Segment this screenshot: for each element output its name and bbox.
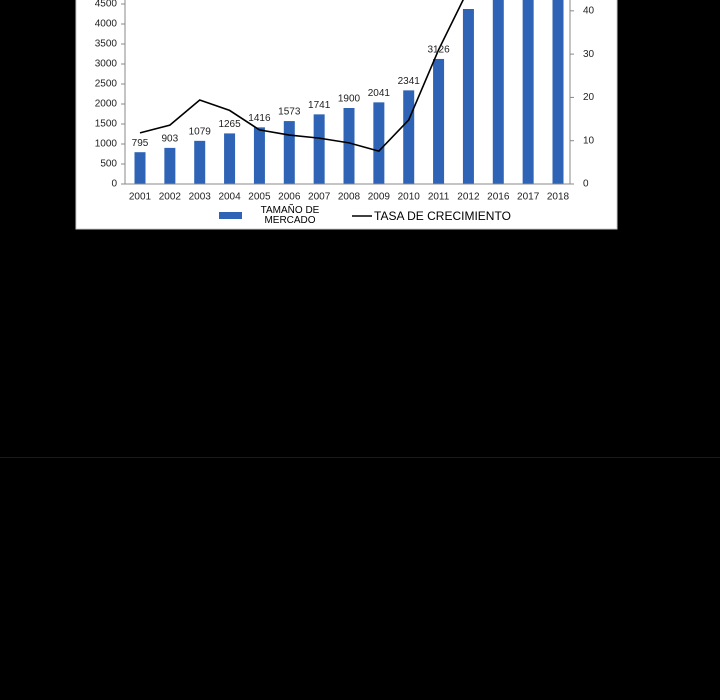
data-label: 2341 (398, 76, 421, 87)
x-tick-label: 2016 (487, 192, 510, 203)
data-label: 3126 (427, 45, 450, 56)
x-tick-label: 2012 (457, 192, 480, 203)
legend-line-label: TASA DE CRECIMIENTO (374, 209, 511, 223)
y-tick-label: 4500 (95, 0, 118, 10)
y-tick-label: 2000 (95, 99, 118, 110)
bar (552, 0, 564, 184)
x-tick-label: 2003 (189, 192, 212, 203)
x-tick-label: 2008 (338, 192, 361, 203)
x-tick-label: 2002 (159, 192, 182, 203)
bar (313, 114, 325, 184)
x-tick-label: 2006 (278, 192, 301, 203)
plot-area (134, 0, 564, 184)
x-tick-label: 2010 (398, 192, 421, 203)
bar (164, 147, 176, 184)
x-tick-label: 2009 (368, 192, 391, 203)
y-tick-label: 4000 (95, 19, 118, 30)
bar (253, 127, 265, 184)
data-label: 795 (132, 138, 149, 149)
line (139, 0, 464, 152)
y2-tick-label: 40 (583, 5, 595, 16)
y-tick-label: 500 (100, 159, 117, 170)
y-tick-label: 3500 (95, 39, 118, 50)
y2-tick-label: 30 (583, 49, 595, 60)
y-tick-label: 2500 (95, 79, 118, 90)
y-tick-label: 3000 (95, 59, 118, 70)
data-label: 903 (162, 134, 179, 145)
y2-tick-label: 0 (583, 179, 589, 190)
data-label: 1741 (308, 100, 331, 111)
y-tick-label: 1500 (95, 119, 118, 130)
y-tick-label: 0 (111, 179, 117, 190)
bar (403, 90, 415, 184)
x-tick-label: 2005 (248, 192, 271, 203)
data-label: 1416 (248, 113, 271, 124)
bar (283, 121, 295, 184)
data-label: 1573 (278, 107, 301, 118)
data-label: 1900 (338, 94, 361, 105)
bar (462, 9, 474, 184)
legend-bar-label: TAMAÑO DE MERCADO (260, 205, 320, 226)
y2-tick-label: 20 (583, 92, 595, 103)
legend-swatch-bar (219, 212, 242, 219)
bar (134, 152, 146, 184)
x-tick-label: 2007 (308, 192, 331, 203)
x-tick-label: 2004 (218, 192, 241, 203)
y-tick-label: 1000 (95, 139, 118, 150)
x-tick-label: 2018 (547, 192, 570, 203)
bar (522, 0, 534, 184)
x-tick-label: 2017 (517, 192, 540, 203)
bar (224, 133, 236, 184)
data-label: 1265 (218, 119, 241, 130)
bar (194, 140, 206, 184)
data-label: 2041 (368, 88, 391, 99)
y2-tick-label: 10 (583, 135, 595, 146)
x-tick-label: 2001 (129, 192, 152, 203)
bar (492, 0, 504, 184)
data-label: 1079 (189, 126, 212, 137)
x-tick-label: 2011 (428, 192, 450, 203)
bar (343, 108, 355, 184)
bar (373, 102, 385, 184)
bar (433, 58, 445, 184)
